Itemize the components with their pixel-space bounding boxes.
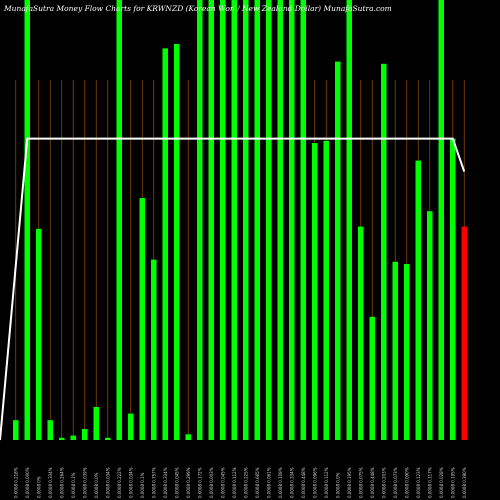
bar [208,0,214,440]
x-tick-label: 0.0008 0.334% [48,467,53,498]
x-tick-label: 0.0008 0.1% [140,472,145,498]
x-tick-label: 0.0008 0.045% [220,467,225,498]
x-tick-label: 0.0008 0.218% [13,467,18,498]
bar [36,228,42,440]
x-tick-label: 0.0008 0.045% [174,467,179,498]
x-tick-label: 0.0008 0.090% [404,467,409,498]
bar [415,160,421,440]
x-tick-label: 0.0008 0.075% [358,467,363,498]
bar [404,264,410,440]
bar [59,437,65,440]
bar [70,435,76,440]
x-tick-label: 0.0008 0.448% [370,467,375,498]
x-tick-label: 0.0008 0.757% [151,467,156,498]
bar [82,429,88,440]
x-tick-label: 0.0008 0.172% [197,467,202,498]
x-tick-label: 0.0008 0.222% [117,467,122,498]
bar [162,48,168,441]
x-tick-label: 0.0008 0.390% [462,467,467,498]
x-tick-label: 0.0008 0.112% [232,467,237,498]
x-tick-label: 0.0008 0.264% [59,467,64,498]
bar [13,420,19,440]
x-tick-label: 0.0008 0.665% [255,467,260,498]
bar [438,0,444,440]
bar [116,0,122,440]
bar [220,0,226,440]
x-tick-label: 0.0008 0.334% [163,467,168,498]
bar [139,198,145,440]
chart-title: MunafaSutra Money Flow Charts for KRWNZD… [3,4,392,13]
bar [300,0,306,440]
bar [312,143,318,440]
bar [358,226,364,440]
x-tick-label: 0.0008 0.448% [301,467,306,498]
line-series [0,137,466,441]
bar [185,434,191,440]
x-tick-label: 0.0008 0.299% [186,467,191,498]
x-tick-label: 0.0008 0.028% [439,467,444,498]
x-tick-labels: 0.0008 0.218% 0.0008 0.000% 0.0008 0% 0.000… [13,467,467,498]
x-tick-label: 0.0008 0.203% [381,467,386,498]
x-tick-label: 0.0008 0.039% [82,467,87,498]
x-tick-label: 0.0008 0.334% [289,467,294,498]
bar [151,259,157,440]
bar [128,413,134,440]
x-tick-label: 0.0008 0.195% [450,467,455,498]
bar [93,407,99,440]
bar [381,63,387,441]
x-tick-label: 0.0008 0.112% [324,467,329,498]
bar [289,0,295,440]
x-tick-label: 0.0008 0.225% [243,467,248,498]
x-tick-label: 0.0008 0.0% [94,472,99,498]
bar [197,0,203,440]
bar [335,61,341,440]
x-tick-label: 0.0008 0.123% [416,467,421,498]
x-tick-label: 0.0008 0.034% [128,467,133,498]
bar [461,226,467,440]
bar [277,0,283,440]
x-tick-label: 0.0008 0.061% [266,467,271,498]
x-tick-label: 0.0008 0.117% [427,467,432,498]
bar [174,44,180,440]
x-tick-label: 0.0008 0.073% [393,467,398,498]
x-tick-label: 0.0008 0% [36,476,41,498]
bar [24,0,30,440]
x-tick-label: 0.0008 0.0% [335,472,340,498]
bar [266,0,272,440]
bar [427,211,433,440]
bar [47,420,53,440]
bar [243,0,249,440]
x-tick-label: 0.0008 0.034% [105,467,110,498]
x-tick-label: 0.0008 0.195% [347,467,352,498]
bar [450,138,456,440]
bar [392,261,398,440]
bar [105,437,111,440]
x-tick-label: 0.0008 0.109% [278,467,283,498]
bar [346,0,352,440]
x-tick-label: 0.0008 0.003% [209,467,214,498]
money-flow-line [0,137,466,441]
bar [323,140,329,441]
x-tick-label: 0.0008 0.000% [25,467,30,498]
bar [231,0,237,440]
x-tick-label: 0.0008 0.096% [312,467,317,498]
x-tick-label: 0.0008 0.1% [71,472,76,498]
bar [369,316,375,440]
bar-series [13,0,467,441]
bar [254,0,260,440]
